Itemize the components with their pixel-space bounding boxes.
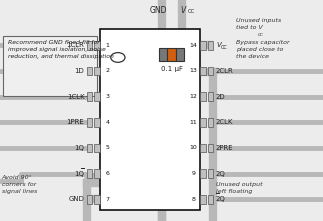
Text: 1PRE: 1PRE [67,119,84,125]
Bar [87,195,92,204]
Bar [168,48,176,61]
Bar [94,118,100,127]
Bar [208,144,214,152]
Bar [200,67,206,75]
Text: 1: 1 [105,43,109,48]
Text: 2PRE: 2PRE [216,145,234,151]
Text: CC: CC [188,9,195,14]
Bar [208,67,214,75]
Bar [100,29,200,210]
Bar [87,41,92,50]
Text: 2CLK: 2CLK [216,119,234,125]
Text: 5: 5 [105,145,109,151]
Bar [87,92,92,101]
Text: 2: 2 [105,69,109,73]
Bar [200,144,206,152]
Bar [94,195,100,204]
Bar [94,144,100,152]
Text: 1D: 1D [75,68,84,74]
Bar [176,48,184,61]
Text: 1CLK: 1CLK [67,94,84,100]
Text: 1Q: 1Q [75,171,84,177]
Bar [208,41,214,50]
Bar [3,36,97,96]
Text: GND: GND [150,6,167,15]
Text: 8: 8 [191,197,195,202]
Text: 1Q: 1Q [75,145,84,151]
Text: 6: 6 [105,171,109,176]
Text: 14: 14 [189,43,197,48]
Bar [94,41,100,50]
Text: 2D: 2D [216,94,226,100]
Text: Unused inputs
tied to V: Unused inputs tied to V [236,18,281,30]
Bar [200,92,206,101]
Text: 10: 10 [189,145,197,151]
Bar [200,41,206,50]
Text: V: V [180,6,185,15]
Text: 12: 12 [189,94,197,99]
Text: 2CLR: 2CLR [216,68,234,74]
Bar [200,169,206,178]
Text: 0.1 μF: 0.1 μF [161,66,182,72]
Text: 2Q: 2Q [216,196,226,202]
Bar [87,144,92,152]
Bar [208,195,214,204]
Text: GND: GND [68,196,84,202]
Bar [94,92,100,101]
Text: CC: CC [221,46,228,50]
Text: CC: CC [257,33,264,37]
Bar [94,169,100,178]
Text: Avoid 90°
corners for
signal lines: Avoid 90° corners for signal lines [2,175,37,194]
Text: Unused output
left floating: Unused output left floating [216,182,263,194]
Text: 2Q: 2Q [216,171,226,177]
Bar [94,67,100,75]
Text: Bypass capacitor
placed close to
the device: Bypass capacitor placed close to the dev… [236,40,289,59]
Bar [87,67,92,75]
Text: 13: 13 [189,69,197,73]
Bar [200,118,206,127]
Bar [160,48,168,61]
Text: 4: 4 [105,120,109,125]
Text: 9: 9 [191,171,195,176]
Text: 11: 11 [189,120,197,125]
Text: 1CLR: 1CLR [67,42,84,48]
Bar [87,118,92,127]
Bar [200,195,206,204]
Text: 3: 3 [105,94,109,99]
Text: V: V [216,42,221,48]
Bar [208,118,214,127]
Text: Recommend GND flood fill for
improved signal isolation, noise
reduction, and the: Recommend GND flood fill for improved si… [8,40,114,59]
Text: 7: 7 [105,197,109,202]
Bar [208,169,214,178]
Bar [208,92,214,101]
Bar [87,169,92,178]
